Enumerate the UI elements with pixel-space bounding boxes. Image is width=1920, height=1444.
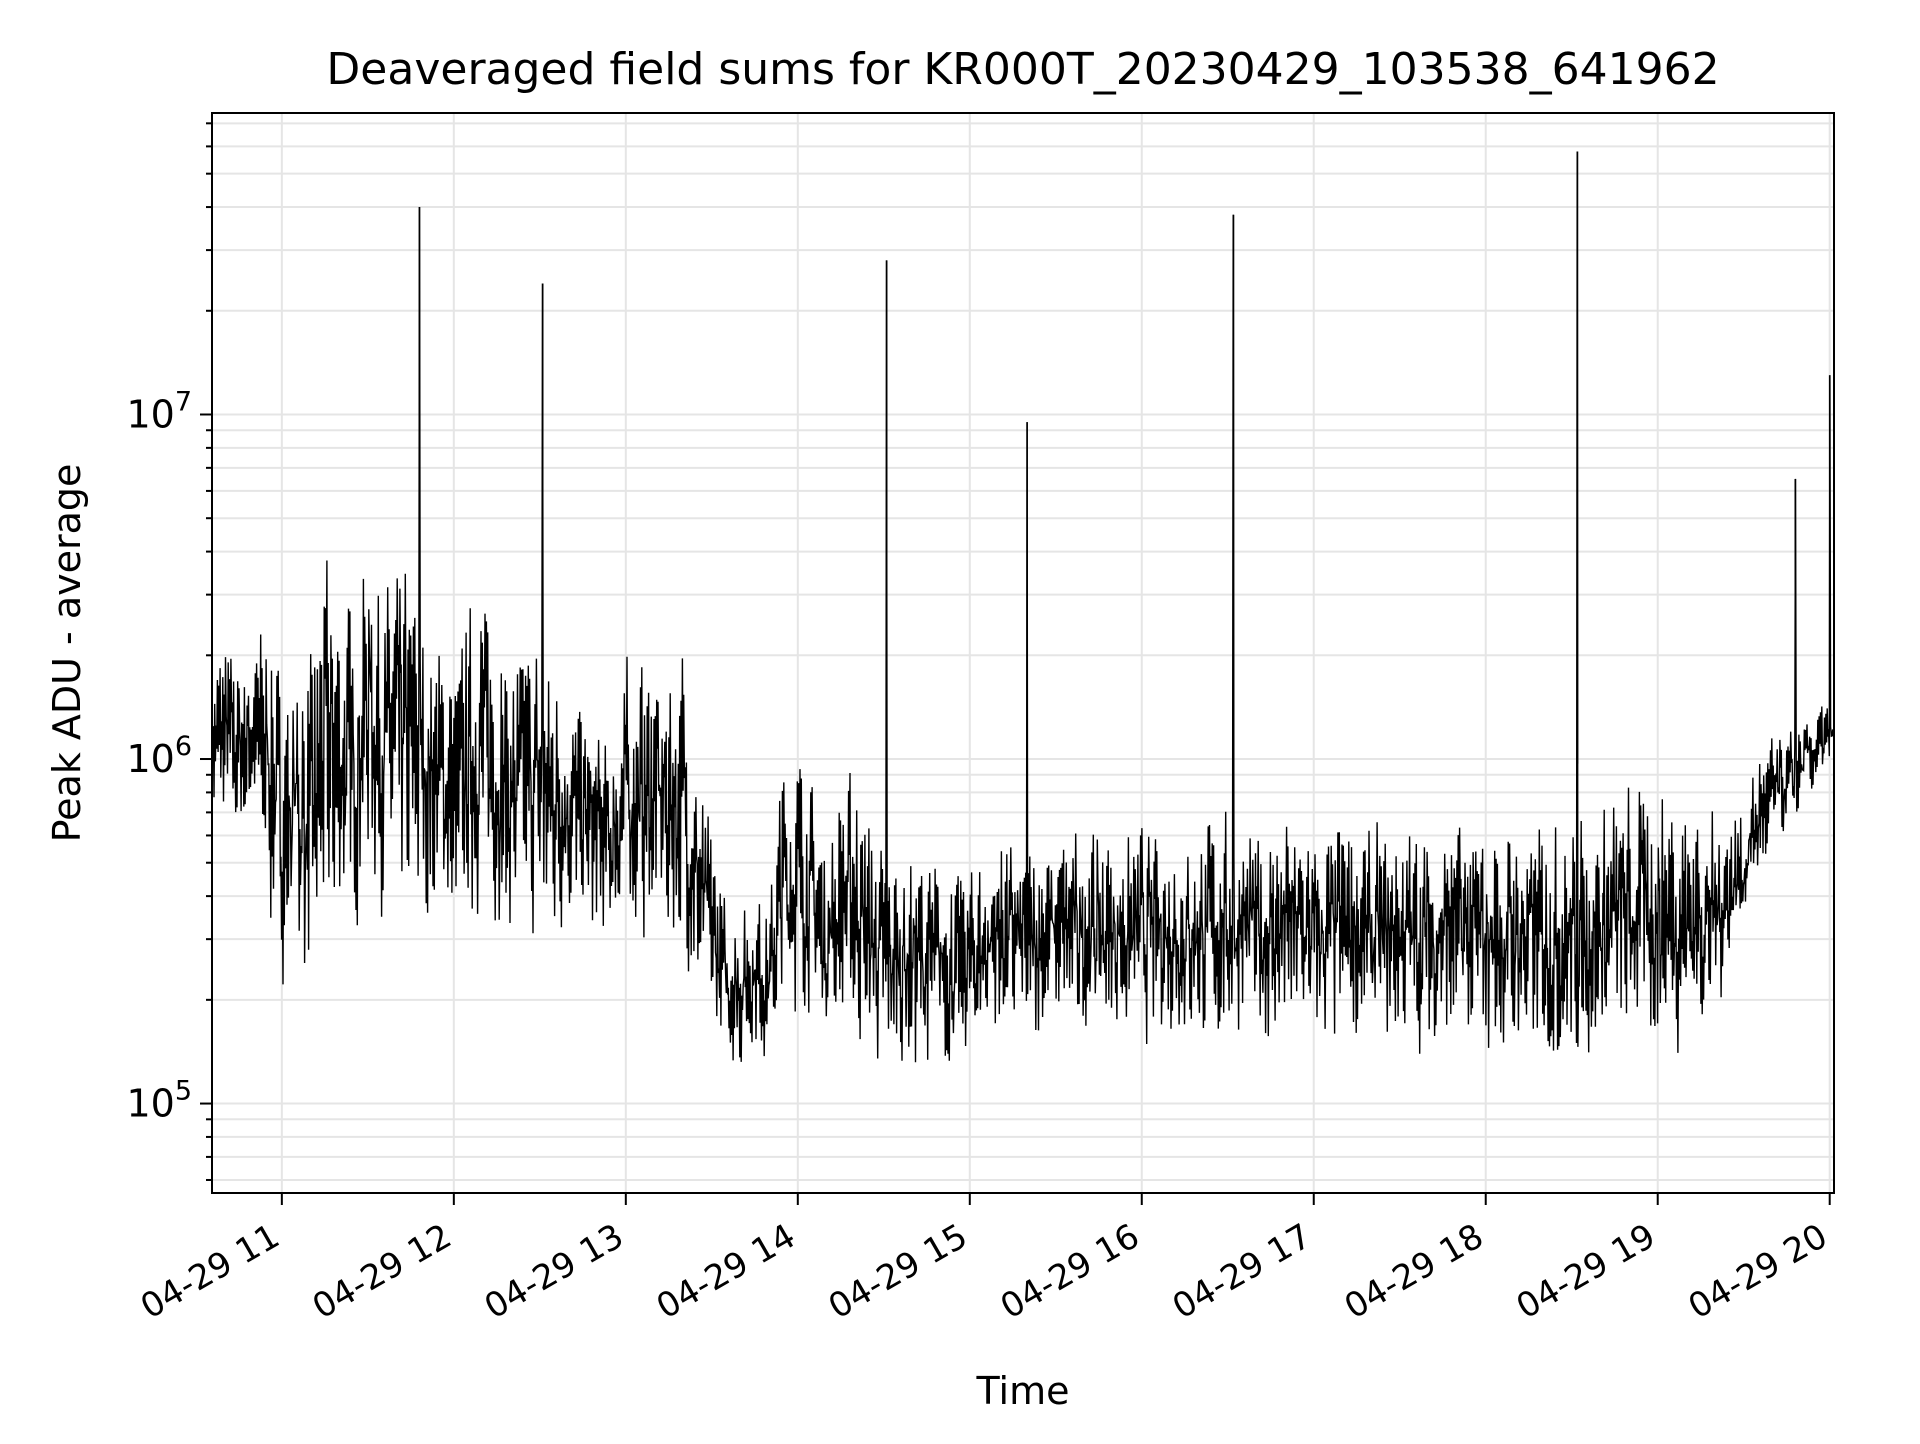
chart-title: Deaveraged field sums for KR000T_2023042… (326, 44, 1719, 95)
y-axis-label: Peak ADU - average (45, 464, 89, 843)
series-line (211, 151, 1835, 1063)
y-tick-label: 106 (126, 731, 192, 781)
y-tick-label: 105 (126, 1076, 192, 1126)
plot-frame (211, 112, 1835, 1194)
series-path (211, 151, 1835, 1063)
x-axis-label: Time (976, 1369, 1070, 1413)
y-tick-label: 107 (126, 386, 192, 436)
